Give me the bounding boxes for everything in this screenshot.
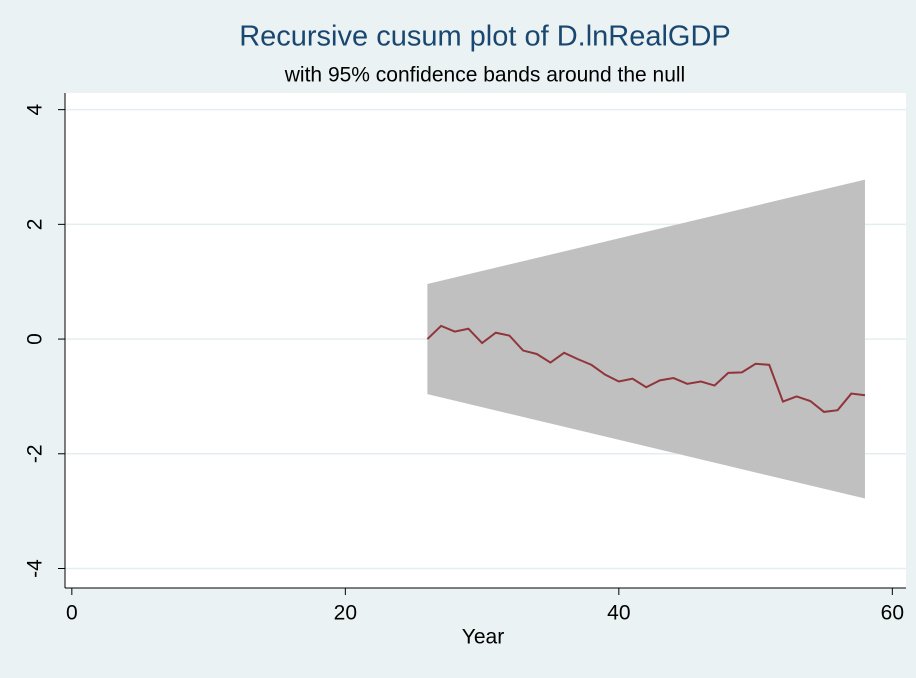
y-tick-label: 0	[24, 333, 47, 345]
y-tick-label: 2	[24, 219, 47, 231]
confidence-band	[427, 179, 865, 499]
x-tick-label: 60	[881, 602, 904, 625]
y-tick-label: -4	[24, 559, 47, 578]
chart-subtitle: with 95% confidence bands around the nul…	[284, 64, 685, 87]
x-axis-label: Year	[462, 626, 504, 649]
x-tick-label: 0	[66, 602, 78, 625]
chart-title: Recursive cusum plot of D.lnRealGDP	[239, 21, 731, 53]
x-tick-label: 40	[607, 602, 630, 625]
y-tick-label: 4	[24, 103, 47, 115]
cusum-line	[426, 324, 866, 413]
x-tick-label: 20	[334, 602, 357, 625]
y-tick-label: -2	[24, 444, 47, 463]
